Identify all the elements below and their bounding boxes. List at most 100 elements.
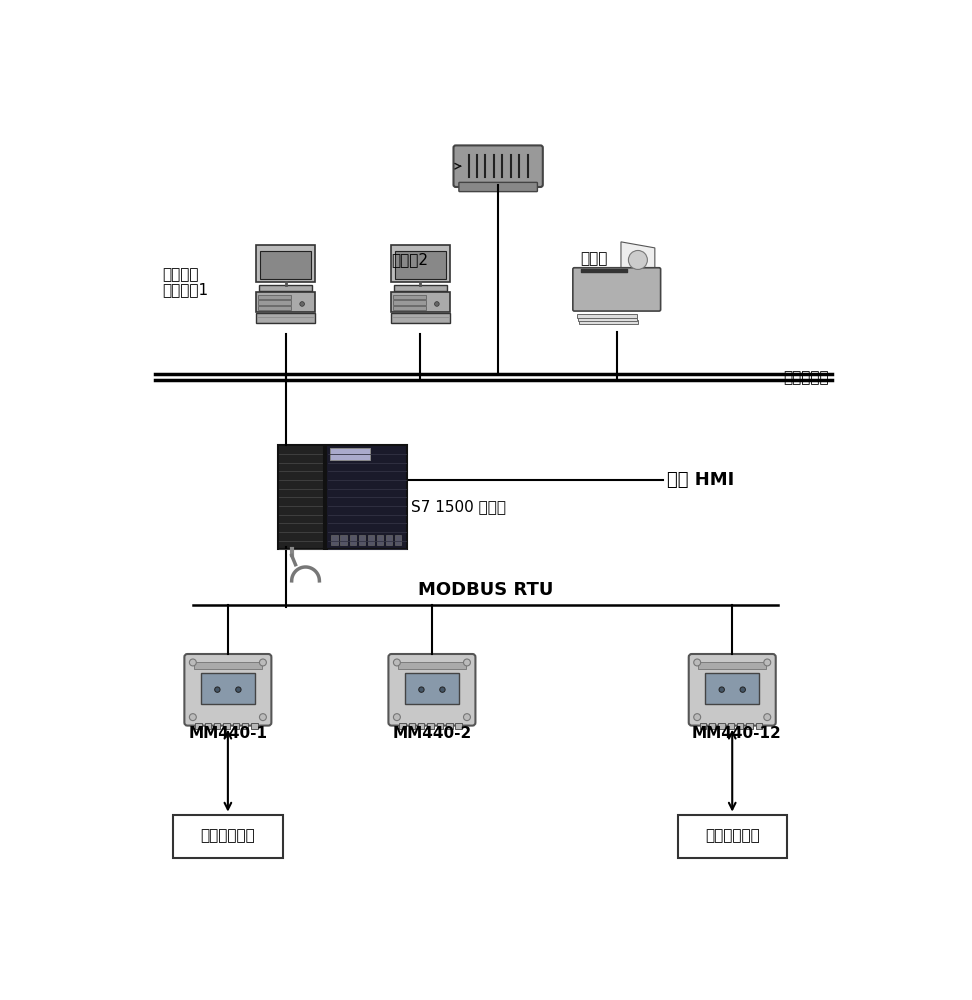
FancyBboxPatch shape	[389, 654, 475, 726]
FancyBboxPatch shape	[428, 723, 434, 729]
Circle shape	[764, 714, 771, 721]
Text: MM440-1: MM440-1	[189, 726, 267, 741]
FancyBboxPatch shape	[399, 723, 405, 729]
Text: 现场控制电机: 现场控制电机	[705, 829, 759, 844]
FancyBboxPatch shape	[259, 306, 291, 310]
FancyBboxPatch shape	[391, 292, 450, 312]
FancyBboxPatch shape	[689, 654, 776, 726]
Circle shape	[694, 659, 701, 666]
FancyBboxPatch shape	[204, 723, 211, 729]
Circle shape	[629, 250, 647, 269]
FancyBboxPatch shape	[394, 300, 426, 305]
FancyBboxPatch shape	[394, 285, 447, 291]
FancyBboxPatch shape	[755, 723, 762, 729]
FancyBboxPatch shape	[405, 673, 459, 704]
FancyBboxPatch shape	[446, 723, 453, 729]
Text: S7 1500 控制器: S7 1500 控制器	[411, 499, 506, 514]
Circle shape	[434, 302, 439, 306]
FancyBboxPatch shape	[359, 535, 364, 545]
FancyBboxPatch shape	[395, 535, 400, 545]
FancyBboxPatch shape	[700, 723, 706, 729]
FancyBboxPatch shape	[573, 268, 661, 311]
FancyBboxPatch shape	[326, 445, 407, 549]
Text: 工程师站: 工程师站	[162, 267, 199, 282]
Circle shape	[260, 659, 266, 666]
FancyBboxPatch shape	[746, 723, 752, 729]
FancyBboxPatch shape	[257, 313, 315, 323]
Circle shape	[394, 659, 400, 666]
Circle shape	[464, 659, 470, 666]
FancyBboxPatch shape	[242, 723, 249, 729]
Text: 工业以太网: 工业以太网	[782, 370, 828, 385]
Text: MM440-12: MM440-12	[691, 726, 781, 741]
Circle shape	[439, 687, 445, 692]
FancyBboxPatch shape	[709, 723, 715, 729]
FancyBboxPatch shape	[232, 723, 239, 729]
FancyBboxPatch shape	[201, 673, 255, 704]
FancyBboxPatch shape	[185, 654, 271, 726]
Circle shape	[694, 714, 701, 721]
Circle shape	[235, 687, 241, 692]
FancyBboxPatch shape	[459, 182, 538, 192]
FancyBboxPatch shape	[350, 535, 356, 545]
FancyBboxPatch shape	[376, 535, 383, 545]
Circle shape	[299, 302, 304, 306]
FancyBboxPatch shape	[260, 285, 312, 291]
Text: 现场 HMI: 现场 HMI	[667, 471, 734, 489]
FancyBboxPatch shape	[259, 300, 291, 305]
FancyBboxPatch shape	[257, 245, 315, 282]
FancyBboxPatch shape	[577, 314, 637, 318]
FancyBboxPatch shape	[454, 145, 542, 187]
Circle shape	[464, 714, 470, 721]
FancyBboxPatch shape	[677, 815, 787, 858]
FancyBboxPatch shape	[193, 662, 262, 669]
Text: 打印机: 打印机	[579, 251, 608, 266]
FancyBboxPatch shape	[257, 292, 315, 312]
FancyBboxPatch shape	[578, 320, 638, 324]
FancyBboxPatch shape	[224, 723, 229, 729]
FancyBboxPatch shape	[408, 723, 415, 729]
FancyBboxPatch shape	[331, 535, 338, 545]
FancyBboxPatch shape	[455, 723, 462, 729]
FancyBboxPatch shape	[418, 723, 425, 729]
FancyBboxPatch shape	[737, 723, 744, 729]
Text: 就操作站1: 就操作站1	[162, 282, 209, 297]
FancyBboxPatch shape	[214, 723, 221, 729]
FancyBboxPatch shape	[173, 815, 283, 858]
FancyBboxPatch shape	[395, 251, 446, 279]
Circle shape	[719, 687, 724, 692]
FancyBboxPatch shape	[340, 535, 347, 545]
FancyBboxPatch shape	[251, 723, 258, 729]
FancyBboxPatch shape	[698, 662, 767, 669]
FancyBboxPatch shape	[436, 723, 443, 729]
FancyBboxPatch shape	[398, 662, 467, 669]
Text: 现场控制电机: 现场控制电机	[200, 829, 256, 844]
FancyBboxPatch shape	[195, 723, 202, 729]
Circle shape	[190, 714, 196, 721]
FancyBboxPatch shape	[394, 306, 426, 310]
FancyBboxPatch shape	[330, 448, 370, 460]
FancyBboxPatch shape	[391, 313, 450, 323]
Text: MODBUS RTU: MODBUS RTU	[418, 581, 553, 599]
Circle shape	[190, 659, 196, 666]
FancyBboxPatch shape	[718, 723, 725, 729]
FancyBboxPatch shape	[278, 445, 324, 549]
Polygon shape	[621, 242, 655, 282]
FancyBboxPatch shape	[578, 317, 638, 321]
FancyBboxPatch shape	[259, 295, 291, 299]
Circle shape	[215, 687, 220, 692]
Circle shape	[740, 687, 746, 692]
FancyBboxPatch shape	[367, 535, 374, 545]
FancyBboxPatch shape	[728, 723, 734, 729]
Text: 操作站2: 操作站2	[391, 253, 428, 268]
FancyBboxPatch shape	[705, 673, 759, 704]
Circle shape	[419, 687, 424, 692]
Circle shape	[394, 714, 400, 721]
FancyBboxPatch shape	[386, 535, 392, 545]
FancyBboxPatch shape	[394, 295, 426, 299]
Circle shape	[260, 714, 266, 721]
FancyBboxPatch shape	[391, 245, 450, 282]
Circle shape	[764, 659, 771, 666]
FancyBboxPatch shape	[260, 251, 311, 279]
Text: MM440-2: MM440-2	[393, 726, 471, 741]
